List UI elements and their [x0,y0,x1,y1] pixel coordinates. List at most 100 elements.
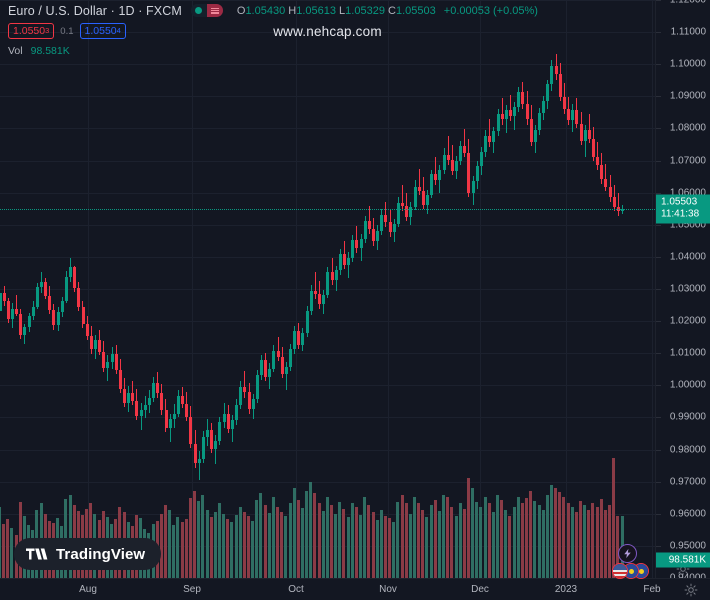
candle-body [421,191,425,205]
volume-bar [392,522,396,578]
volume-bar [330,505,333,578]
candle-body [73,267,77,289]
candle-wick [510,94,511,122]
candle-body [15,308,19,315]
volume-bar [159,513,163,578]
candle-wick [170,413,171,443]
candle-body [455,161,458,171]
volume-bar [566,503,570,578]
candle-wick [315,272,316,300]
candle-body [322,294,326,305]
gridline-vertical [192,0,193,578]
candle-body [89,335,93,350]
chart-plot-area[interactable] [0,0,655,578]
volume-bar [554,488,558,578]
candle-body [60,301,64,313]
candle-body [135,400,139,416]
candle-body [264,360,268,378]
volume-label: Vol [8,45,23,57]
volume-bar [184,519,188,578]
volume-bar [500,499,504,578]
volume-bar [251,520,255,578]
candle-wick [348,252,349,278]
volume-bar [425,517,429,578]
volume-bar [587,509,591,578]
candle-wick [402,184,403,212]
candle-body [538,113,541,131]
candle-body [583,130,587,141]
volume-bar [396,501,400,578]
price-axis-tick [656,224,661,226]
candle-body [206,429,209,438]
volume-bar [616,516,620,578]
candle-body [243,386,247,393]
price-axis-label: 1.08000 [669,122,706,134]
candle-body [380,214,384,231]
volume-bar [603,509,607,578]
volume-bar [367,505,371,578]
price-axis-label: 1.06000 [669,187,706,199]
candle-body [152,382,156,398]
candle-body [98,339,102,352]
volume-bar [433,499,437,578]
candle-body [363,220,367,240]
price-axis-tick [656,96,661,98]
volume-bar [359,515,363,578]
candle-body [239,386,243,406]
buy-price-button[interactable]: 1.05504 [79,23,126,39]
candle-wick [489,119,490,148]
volume-bar [533,500,537,578]
price-axis-label: 1.07000 [669,155,706,167]
price-axis-tick [656,256,661,258]
price-axis-label: 0.98000 [669,444,706,456]
symbol-title[interactable]: Euro / U.S. Dollar · 1D · FXCM [8,3,182,18]
candle-body [463,146,467,153]
volume-bar [164,505,167,578]
candle-wick [448,136,449,166]
price-axis[interactable]: 1.05503 11:41:38 98.581K 1.12000 1.11000 1… [655,0,710,584]
alert-lightning-button[interactable] [618,544,637,563]
candle-body [31,306,35,317]
time-axis[interactable]: Aug Sep Oct Nov Dec 2023 Feb [0,578,710,600]
volume-bar [180,522,184,578]
volume-bar [226,518,230,578]
volume-bar [209,516,213,578]
candle-body [604,179,608,187]
candles-bars-toggle[interactable] [190,4,223,17]
gridline-horizontal [0,192,655,194]
candle-body [372,228,375,242]
gear-icon[interactable] [684,583,698,597]
time-axis-label: Sep [183,584,201,595]
price-axis-label: 1.00000 [669,379,706,391]
toggle-candle-side[interactable] [190,4,207,17]
price-axis-tick [656,417,661,419]
candle-body [123,389,126,403]
candle-body [388,222,392,232]
candle-body [147,397,151,406]
price-axis-label: 0.99000 [669,411,706,423]
sell-price-button[interactable]: 1.05503 [8,23,55,39]
us-flag-icon[interactable] [612,563,628,579]
candle-body [496,113,500,131]
candle-body [347,257,351,265]
tradingview-logo[interactable]: TradingView [14,538,162,570]
candle-wick [332,258,333,286]
candle-wick [597,141,598,170]
toggle-bars-side[interactable] [206,4,223,17]
volume-bar [595,507,599,578]
candle-body [479,151,483,167]
volume-bar [574,511,578,578]
candle-wick [369,206,370,234]
gridline-horizontal [0,417,655,419]
candle-body [114,353,118,370]
price-change: +0.00053 (+0.05%) [443,4,538,17]
volume-bar [491,511,495,578]
price-axis-tick [656,289,661,290]
candle-body [313,290,317,294]
volume-bar [238,507,242,578]
gridline-horizontal [0,0,655,1]
candle-body [185,403,189,417]
volume-bar [168,509,172,578]
gridline-horizontal [0,64,655,66]
candle-body [143,405,147,411]
